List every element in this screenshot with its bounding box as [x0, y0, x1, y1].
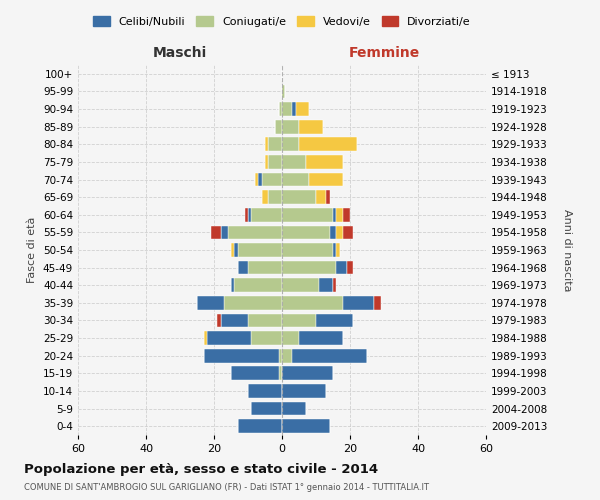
Bar	[282, 366, 333, 380]
Bar	[251, 402, 282, 415]
Bar	[306, 155, 343, 169]
Bar	[275, 120, 282, 134]
Text: Maschi: Maschi	[153, 46, 207, 60]
Bar	[258, 172, 262, 186]
Bar	[374, 296, 380, 310]
Text: Popolazione per età, sesso e stato civile - 2014: Popolazione per età, sesso e stato civil…	[24, 462, 378, 475]
Bar	[231, 366, 278, 380]
Bar	[316, 190, 326, 204]
Bar	[235, 278, 282, 292]
Bar	[343, 296, 374, 310]
Bar	[333, 243, 337, 257]
Bar	[292, 349, 367, 362]
Bar	[347, 260, 353, 274]
Bar	[268, 138, 282, 151]
Bar	[282, 120, 299, 134]
Bar	[282, 138, 299, 151]
Bar	[343, 208, 350, 222]
Bar	[255, 172, 258, 186]
Bar	[248, 384, 282, 398]
Bar	[262, 190, 268, 204]
Bar	[238, 420, 282, 433]
Bar	[221, 314, 248, 328]
Bar	[224, 296, 282, 310]
Bar	[268, 155, 282, 169]
Bar	[278, 102, 282, 116]
Bar	[282, 296, 343, 310]
Bar	[282, 402, 306, 415]
Bar	[197, 296, 224, 310]
Bar	[282, 172, 309, 186]
Bar	[282, 243, 333, 257]
Bar	[231, 243, 235, 257]
Text: Femmine: Femmine	[349, 46, 419, 60]
Bar	[248, 314, 282, 328]
Bar	[337, 243, 340, 257]
Bar	[343, 226, 353, 239]
Bar	[282, 278, 319, 292]
Bar	[282, 208, 333, 222]
Bar	[329, 226, 337, 239]
Y-axis label: Anni di nascita: Anni di nascita	[562, 209, 572, 291]
Bar	[278, 349, 282, 362]
Bar	[326, 190, 329, 204]
Bar	[265, 155, 268, 169]
Bar	[337, 208, 343, 222]
Bar	[282, 314, 316, 328]
Bar	[282, 420, 329, 433]
Bar	[217, 314, 221, 328]
Bar	[231, 278, 235, 292]
Bar	[319, 278, 333, 292]
Y-axis label: Fasce di età: Fasce di età	[28, 217, 37, 283]
Bar	[251, 331, 282, 345]
Bar	[221, 226, 227, 239]
Bar	[282, 331, 299, 345]
Bar	[333, 278, 337, 292]
Legend: Celibi/Nubili, Coniugati/e, Vedovi/e, Divorziati/e: Celibi/Nubili, Coniugati/e, Vedovi/e, Di…	[89, 12, 475, 31]
Bar	[227, 226, 282, 239]
Bar	[316, 314, 353, 328]
Bar	[282, 190, 316, 204]
Bar	[262, 172, 282, 186]
Text: COMUNE DI SANT'AMBROGIO SUL GARIGLIANO (FR) - Dati ISTAT 1° gennaio 2014 - TUTTI: COMUNE DI SANT'AMBROGIO SUL GARIGLIANO (…	[24, 484, 429, 492]
Bar	[299, 138, 357, 151]
Bar	[268, 190, 282, 204]
Bar	[238, 243, 282, 257]
Bar	[292, 102, 296, 116]
Bar	[282, 84, 286, 98]
Bar	[251, 208, 282, 222]
Bar	[282, 155, 306, 169]
Bar	[238, 260, 248, 274]
Bar	[211, 226, 221, 239]
Bar	[282, 384, 326, 398]
Bar	[333, 208, 337, 222]
Bar	[245, 208, 248, 222]
Bar	[337, 226, 343, 239]
Bar	[282, 349, 292, 362]
Bar	[204, 331, 207, 345]
Bar	[235, 243, 238, 257]
Bar	[248, 208, 251, 222]
Bar	[299, 120, 323, 134]
Bar	[309, 172, 343, 186]
Bar	[337, 260, 347, 274]
Bar	[282, 260, 337, 274]
Bar	[204, 349, 278, 362]
Bar	[299, 331, 343, 345]
Bar	[207, 331, 251, 345]
Bar	[296, 102, 309, 116]
Bar	[282, 226, 329, 239]
Bar	[278, 366, 282, 380]
Bar	[265, 138, 268, 151]
Bar	[282, 102, 292, 116]
Bar	[248, 260, 282, 274]
